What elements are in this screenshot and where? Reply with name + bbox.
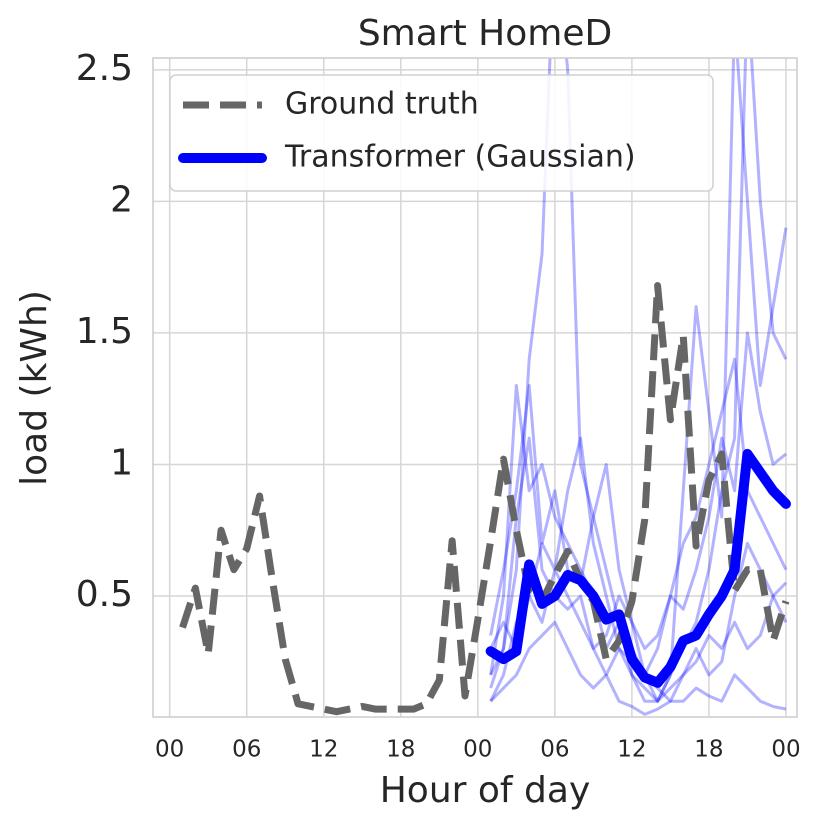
legend-label: Ground truth: [285, 87, 479, 122]
y-axis-label: load (kWh): [14, 290, 55, 486]
x-tick-label: 12: [617, 737, 646, 763]
x-tick-label: 00: [463, 737, 492, 763]
y-tick-label: 0.5: [76, 574, 133, 615]
y-tick-label: 2.5: [76, 48, 133, 89]
plot-frame: [152, 57, 798, 718]
x-tick-label: 06: [540, 737, 569, 763]
sample-line: [489, 58, 788, 703]
x-tick-label: 18: [694, 737, 723, 763]
sample-line: [489, 620, 787, 716]
x-tick-label: 00: [155, 737, 184, 763]
sample-line: [489, 331, 787, 651]
x-tick-label: 12: [309, 737, 338, 763]
labels: 00 06 12 18 00 06 12 18 00 0.5 1 1.5 2 2.5: [76, 48, 801, 763]
sample-line: [489, 436, 788, 703]
legend: Ground truth Transformer (Gaussian): [169, 74, 714, 192]
series-line: [485, 448, 791, 688]
sample-line: [489, 58, 788, 703]
x-tick-label: 00: [771, 737, 800, 763]
y-tick-label: 2: [110, 179, 133, 220]
legend-label: Transformer (Gaussian): [284, 140, 636, 175]
plot-area: [179, 58, 791, 716]
chart-title: Smart HomeD: [358, 13, 612, 54]
x-axis-label: Hour of day: [380, 770, 591, 811]
x-tick-label: 18: [386, 737, 415, 763]
y-tick-label: 1: [110, 442, 133, 483]
legend-box: [169, 74, 714, 192]
x-tick-label: 06: [232, 737, 261, 763]
y-tick-label: 1.5: [76, 311, 133, 352]
series-line: [179, 282, 790, 716]
